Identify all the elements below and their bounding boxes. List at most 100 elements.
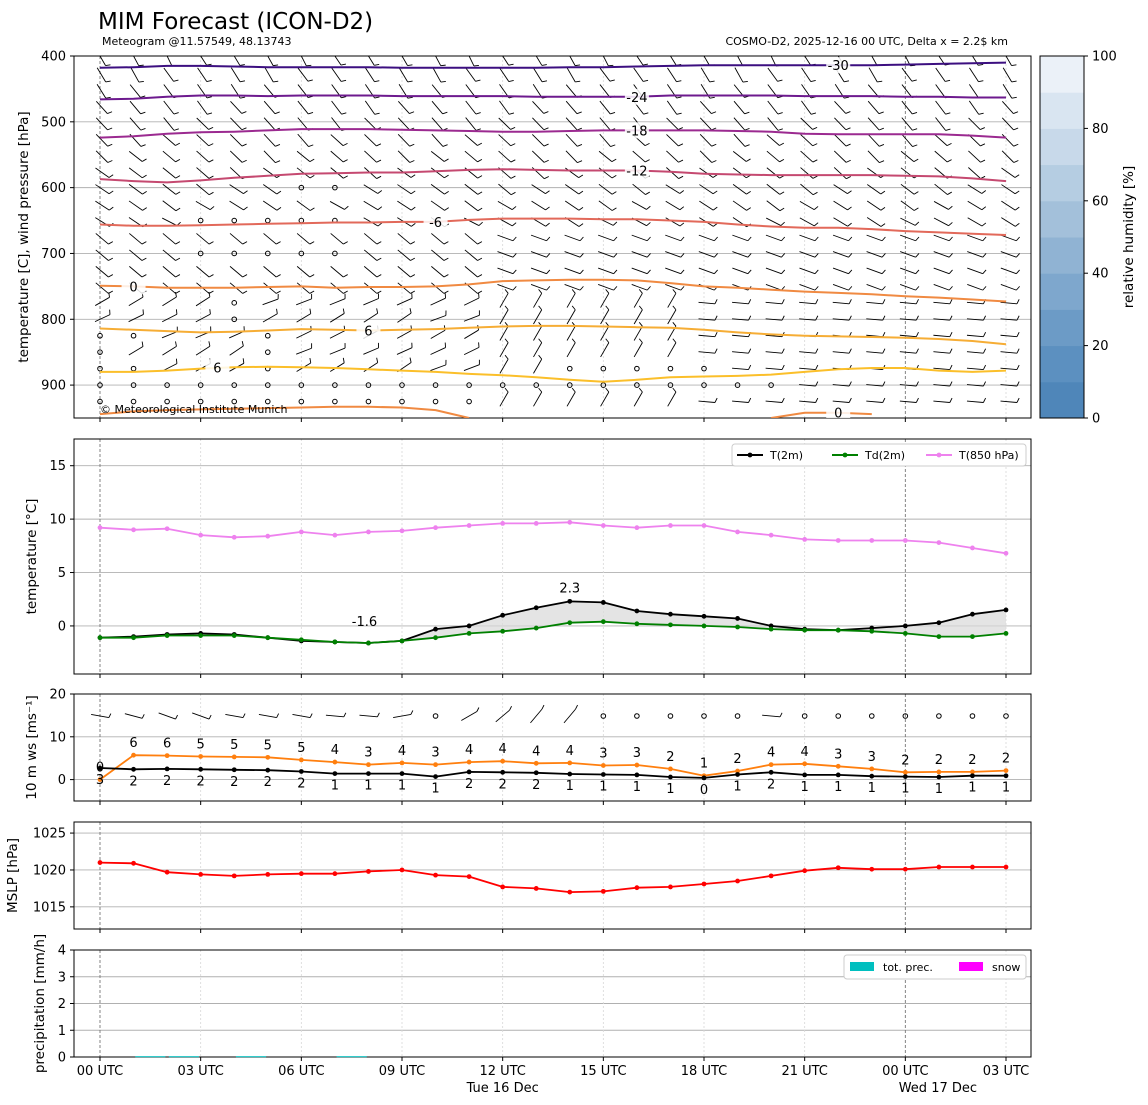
wind-barb-flag (843, 80, 850, 83)
wind-barb (363, 249, 382, 261)
isotherm-line (99, 168, 1007, 184)
wind-barb (699, 184, 718, 195)
wind-barb (767, 117, 783, 131)
value-label: 1 (599, 779, 607, 794)
value-label: 5 (230, 738, 238, 753)
wind-barb-shaft (128, 346, 144, 356)
wind-barb-flag (915, 315, 919, 321)
wind-barb (330, 134, 348, 147)
wind-barb-flag (611, 207, 617, 211)
wind-barb-flag (275, 160, 281, 164)
isotherm-label-bg (826, 57, 851, 74)
wind-barb-shaft (367, 56, 375, 66)
wind-barb-flag (638, 387, 643, 393)
series-point (735, 529, 740, 535)
series-point (433, 635, 438, 641)
wind-barb-flag (880, 207, 886, 211)
wind-barb-shaft (334, 56, 342, 66)
wind-barb-shaft (1002, 84, 1013, 99)
wind-barb-shaft (665, 184, 681, 194)
wind-barb (267, 56, 279, 67)
wind-barb-flag (945, 128, 951, 131)
wind-barb-flag (643, 79, 649, 82)
wind-barb-flag (748, 315, 752, 321)
legend-swatch (959, 962, 983, 971)
wind-barb-shaft (330, 134, 344, 146)
wind-barb (933, 299, 953, 305)
wind-barb (900, 200, 919, 211)
wind-barb-shaft (267, 56, 274, 66)
wind-barb-flag (475, 128, 481, 131)
wind-barb-flag (781, 348, 785, 354)
wind-barb-shaft (263, 150, 276, 163)
wind-barb (330, 150, 348, 163)
value-label: 2 (767, 777, 775, 792)
wind-barb-flag (240, 96, 246, 99)
wind-barb (933, 267, 953, 275)
wind-barb-flag (512, 286, 517, 291)
wind-barb (801, 100, 817, 115)
isotherm-line (100, 365, 1007, 383)
wind-barb-flag (878, 111, 884, 115)
wind-barb-shaft (933, 351, 950, 354)
wind-barb (866, 267, 886, 275)
series-point (970, 773, 975, 779)
wind-barb (967, 184, 987, 194)
wind-barb-shaft (667, 342, 677, 358)
calm-wind-marker (600, 713, 607, 719)
colorbar-tick-label: 20 (1092, 339, 1109, 354)
wind-barb (464, 134, 483, 146)
series-point (466, 769, 472, 775)
wind-barb (331, 67, 347, 82)
wind-barb-shaft (631, 234, 648, 242)
wind-barb-shaft (866, 251, 883, 258)
series-point (768, 769, 774, 775)
wind-barb-shaft (162, 134, 176, 146)
wind-barb-flag (376, 290, 382, 294)
wind-barb-shaft (565, 167, 579, 179)
wind-barb-shaft (430, 297, 446, 306)
series-point (265, 533, 271, 539)
wind-barb (1005, 56, 1017, 66)
value-label: 3 (868, 750, 876, 765)
wind-barb-flag (308, 144, 314, 147)
wind-barb (767, 100, 783, 115)
wind-barb-shaft (331, 67, 342, 82)
wind-barb-shaft (732, 400, 749, 403)
wind-barb-flag (714, 348, 718, 354)
calm-wind-marker (197, 398, 204, 405)
series-point (835, 538, 841, 543)
wind-barb-flag (442, 144, 448, 147)
wind-barb (732, 364, 752, 371)
value-label: 1 (801, 780, 809, 795)
calm-wind-marker (97, 349, 103, 355)
wind-barb (1000, 315, 1020, 321)
series-point (1003, 607, 1009, 613)
wind-barb-shaft (799, 367, 816, 371)
wind-barb (364, 100, 380, 115)
wind-barb-shaft (598, 251, 614, 258)
wind-barb-flag (239, 64, 245, 66)
wind-barb-flag (475, 79, 481, 82)
wind-barb-flag (980, 159, 986, 163)
wind-barb (128, 341, 144, 356)
wind-barb-flag (882, 332, 886, 337)
wind-barb-flag (141, 158, 147, 162)
wind-barb (899, 299, 919, 305)
wind-barb-flag (107, 127, 113, 131)
wind-barb-shaft (397, 134, 410, 147)
wind-barb-shaft (565, 150, 578, 163)
wind-barb-flag (138, 64, 144, 67)
wind-barb (196, 134, 214, 147)
wind-barb-shaft (465, 100, 477, 115)
wind-barb-shaft (765, 301, 783, 305)
calm-wind-marker (164, 398, 170, 405)
wind-barb-shaft (899, 318, 917, 321)
wind-barb-shaft (133, 56, 140, 66)
wind-barb (499, 354, 509, 374)
wind-barb-flag (477, 191, 483, 195)
wind-barb-flag (744, 128, 750, 131)
value-label: 1 (935, 782, 943, 797)
wind-barb-shaft (933, 267, 950, 275)
